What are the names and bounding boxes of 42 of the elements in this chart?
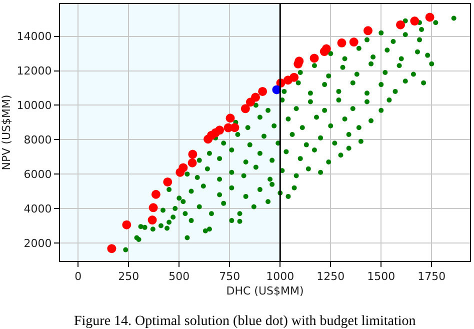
x-tick-label: 500	[168, 270, 190, 284]
caption: Figure 14. Optimal solution (blue dot) with budget limitation	[74, 314, 416, 329]
point	[148, 216, 157, 225]
y-tick-label: 14000	[16, 30, 52, 44]
x-tick-label: 1000	[266, 270, 294, 284]
point	[188, 150, 198, 159]
x-tick-label: 1250	[316, 270, 345, 284]
point	[230, 123, 240, 132]
point	[322, 44, 331, 54]
x-tick-label: 1500	[367, 270, 396, 284]
y-tick-label: 8000	[24, 133, 52, 146]
point	[215, 126, 224, 135]
x-axis-title: DHC (US$MM)	[226, 284, 304, 298]
y-tick-label: 12000	[16, 64, 52, 78]
point	[425, 12, 434, 22]
point	[349, 38, 358, 47]
point	[258, 86, 268, 96]
point	[364, 26, 372, 36]
point	[107, 244, 116, 254]
y-tick-label: 4000	[24, 202, 52, 216]
x-tick-label: 1750	[418, 270, 446, 284]
y-tick-label: 2000	[24, 236, 52, 250]
point	[410, 16, 420, 26]
point	[251, 92, 260, 102]
y-tick-label: 10000	[16, 99, 52, 112]
point	[122, 220, 132, 230]
point	[188, 158, 197, 168]
y-tick-label: 6000	[24, 168, 52, 181]
y-axis-title: NPV (US$MM)	[0, 94, 13, 170]
point	[148, 203, 158, 212]
point	[151, 190, 160, 199]
point	[226, 114, 235, 123]
x-tick-label: 750	[219, 270, 240, 284]
point	[240, 104, 250, 114]
point	[396, 20, 406, 30]
point	[163, 177, 172, 186]
x-tick-label: 250	[118, 270, 140, 284]
point	[290, 72, 299, 82]
point	[310, 54, 319, 63]
x-tick-label: 0	[74, 270, 82, 284]
point	[178, 163, 188, 172]
point	[337, 38, 346, 48]
